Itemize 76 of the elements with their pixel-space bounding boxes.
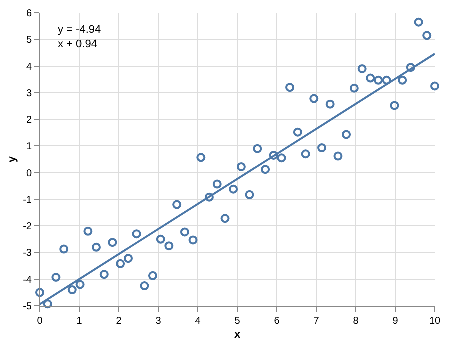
point	[422, 31, 432, 40]
y-tick-label: -3	[23, 248, 32, 260]
x-tick-label: 7	[314, 316, 320, 327]
y-tick-label: 6	[26, 8, 32, 20]
point	[148, 271, 158, 280]
point	[68, 286, 77, 295]
x-tick-label: 10	[429, 316, 441, 327]
point	[76, 280, 85, 290]
point	[124, 254, 133, 264]
x-tick-label: 9	[392, 316, 399, 327]
y-tick-label: 3	[26, 88, 32, 100]
y-tick-label: 1	[26, 142, 32, 153]
x-tick-label: 0	[37, 316, 44, 327]
point	[293, 128, 302, 137]
point	[286, 83, 295, 92]
point	[100, 270, 109, 280]
point	[156, 234, 166, 244]
point	[84, 226, 93, 236]
point	[172, 200, 182, 210]
point	[52, 273, 61, 282]
point	[269, 151, 278, 160]
x-tick-label: 5	[234, 316, 241, 327]
point	[60, 244, 69, 254]
x-tick-label: 3	[156, 316, 162, 327]
point	[140, 282, 150, 291]
point	[36, 288, 44, 298]
point	[342, 130, 352, 140]
point	[229, 184, 238, 194]
point	[414, 18, 424, 27]
point	[164, 242, 174, 251]
y-tick-label: -2	[23, 222, 32, 233]
y-tick-label: -5	[23, 302, 32, 312]
point	[406, 63, 416, 72]
point	[245, 190, 254, 200]
x-tick-label: 2	[116, 316, 122, 327]
point	[382, 76, 392, 85]
point	[92, 242, 101, 252]
point	[261, 165, 270, 174]
point	[350, 84, 359, 93]
y-tick-label: -1	[23, 194, 32, 206]
point	[204, 192, 214, 202]
x-tick-label: 6	[274, 316, 280, 327]
point	[188, 236, 198, 245]
point	[253, 144, 262, 154]
point	[108, 238, 118, 248]
point	[366, 74, 376, 83]
y-tick-label: 2	[26, 115, 32, 126]
annotation: y = -4.94 x + 0.94	[58, 24, 102, 50]
y-axis-title: y	[6, 156, 19, 163]
point	[236, 162, 246, 172]
point	[390, 101, 400, 110]
y-tick-label: 0	[26, 168, 32, 180]
point	[334, 152, 343, 161]
y-tick-label: -4	[23, 274, 32, 286]
point	[310, 94, 319, 104]
point	[132, 230, 142, 239]
point	[180, 228, 190, 237]
point	[398, 76, 408, 85]
y-tick-label: 5	[26, 35, 32, 46]
x-tick-label: 4	[195, 316, 202, 327]
point	[116, 259, 126, 268]
point	[212, 180, 222, 189]
point	[277, 154, 286, 163]
point	[318, 144, 327, 153]
point	[430, 82, 440, 91]
x-tick-label: 1	[76, 316, 83, 327]
x-tick-label: 8	[353, 316, 360, 327]
point	[43, 300, 52, 309]
point	[358, 64, 367, 74]
y-tick-label: 4	[26, 62, 32, 73]
x-axis-title: x	[234, 329, 242, 342]
point	[301, 150, 310, 159]
point	[326, 100, 335, 109]
point	[196, 153, 206, 162]
point	[220, 214, 230, 224]
point	[374, 76, 384, 85]
